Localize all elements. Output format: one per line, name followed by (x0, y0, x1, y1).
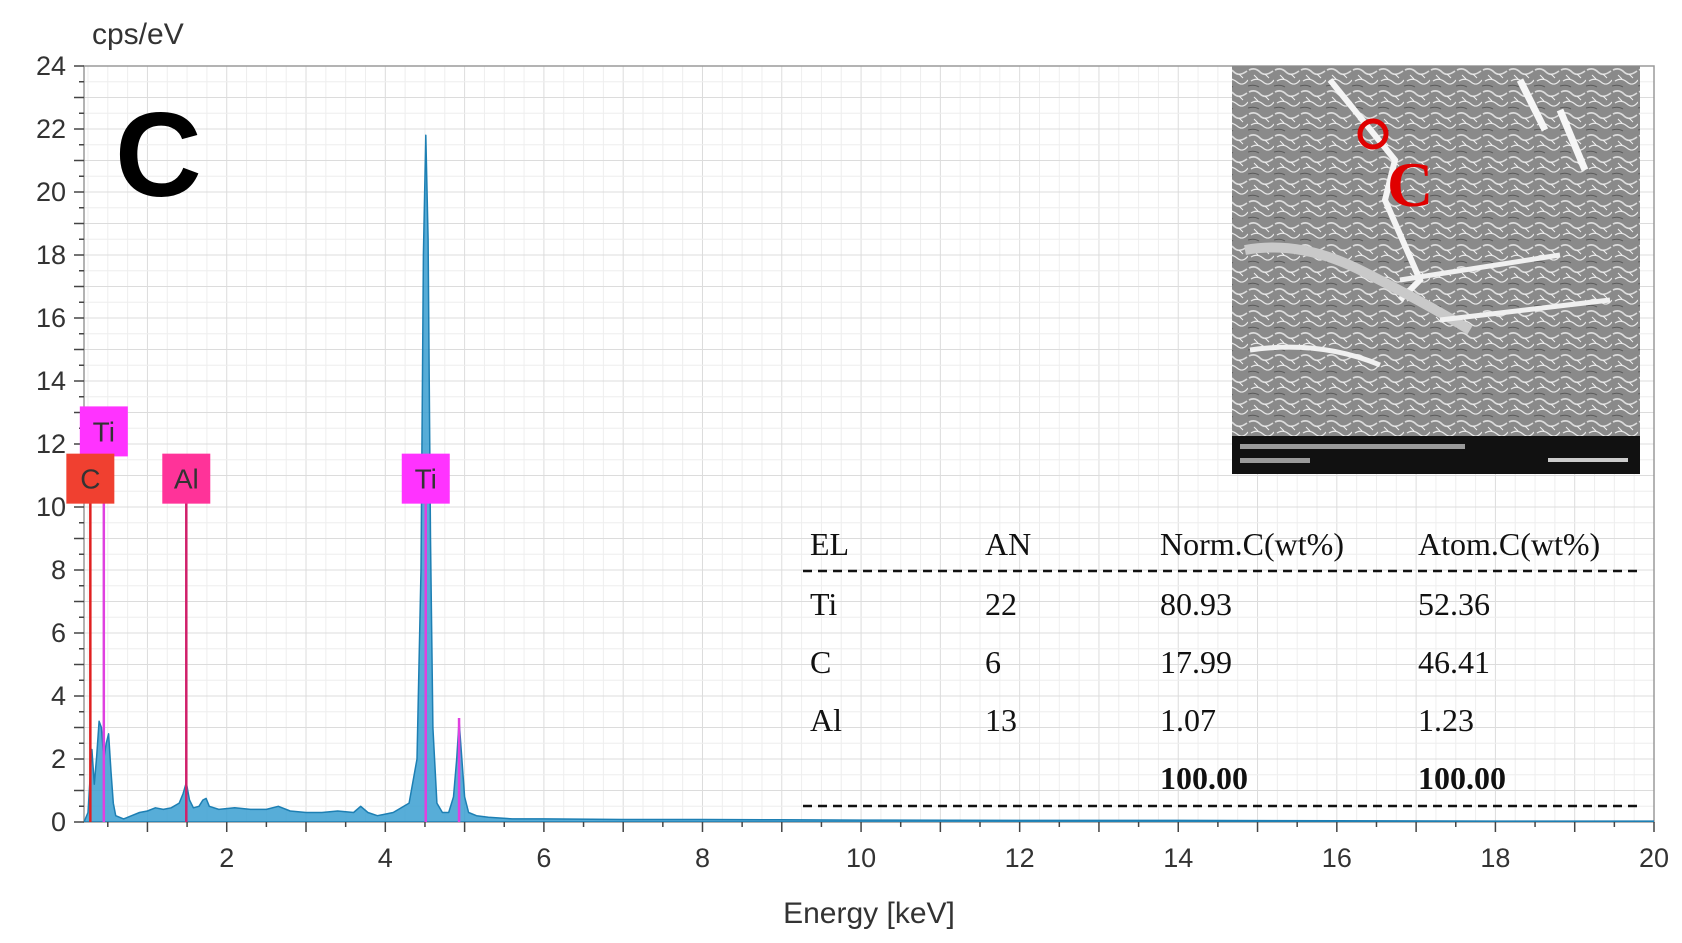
table-header-an: AN (985, 526, 1031, 562)
peak-marker-label: C (80, 464, 100, 495)
x-tick-label: 2 (219, 843, 234, 873)
peak-marker-box (79, 406, 128, 457)
table-cell: 6 (985, 644, 1001, 680)
y-tick-label: 4 (51, 681, 66, 711)
table-cell: 1.07 (1160, 702, 1216, 738)
y-tick-label: 0 (51, 807, 66, 837)
peak-marker-label: Ti (93, 416, 115, 447)
table-cell: 80.93 (1160, 586, 1232, 622)
table-header-norm: Norm.C(wt%) (1160, 526, 1344, 562)
x-tick-label: 12 (1005, 843, 1035, 873)
y-tick-label: 8 (51, 555, 66, 585)
table-total: 100.00 (1418, 760, 1506, 796)
table-cell: C (810, 644, 831, 680)
y-tick-label: 2 (51, 744, 66, 774)
x-axis-title: Energy [keV] (783, 897, 955, 930)
y-tick-label: 10 (36, 492, 66, 522)
y-tick-label: 6 (51, 618, 66, 648)
sem-feature (1327, 78, 1424, 303)
x-tick-label: 8 (695, 843, 710, 873)
peak-marker-box (162, 453, 211, 504)
sem-info-text-block (1240, 458, 1310, 463)
y-tick-label: 20 (36, 177, 66, 207)
table-cell: 1.23 (1418, 702, 1474, 738)
y-axis-title: cps/eV (92, 18, 184, 51)
peak-marker-label: Ti (415, 464, 437, 495)
table-cell: 17.99 (1160, 644, 1232, 680)
analysis-point-marker (1357, 118, 1389, 150)
y-tick-label: 22 (36, 114, 66, 144)
peak-marker-box (401, 453, 450, 504)
sem-image-area (1232, 66, 1640, 474)
x-tick-label: 18 (1480, 843, 1510, 873)
x-tick-label: 16 (1322, 843, 1352, 873)
x-tick-label: 6 (536, 843, 551, 873)
sem-feature (1516, 78, 1589, 172)
y-tick-label: 18 (36, 240, 66, 270)
table-cell: 46.41 (1418, 644, 1490, 680)
sem-inset-image: C (1232, 66, 1640, 474)
table-cell: 13 (985, 702, 1017, 738)
peak-marker-box (66, 453, 115, 504)
sem-info-text-block (1240, 444, 1465, 449)
sem-feature (1244, 242, 1473, 335)
panel-label: C (115, 88, 202, 222)
table-total: 100.00 (1160, 760, 1248, 796)
y-tick-label: 16 (36, 303, 66, 333)
table-cell: 52.36 (1418, 586, 1490, 622)
table-cell: Al (810, 702, 842, 738)
table-header-el: EL (810, 526, 849, 562)
table-header-atom: Atom.C(wt%) (1418, 526, 1600, 562)
table-cell: Ti (810, 586, 837, 622)
table-cell: 22 (985, 586, 1017, 622)
peak-markers: Ti C Al Ti (66, 406, 461, 822)
y-tick-label: 14 (36, 366, 66, 396)
x-tick-label: 10 (846, 843, 876, 873)
sem-info-bar (1232, 436, 1640, 474)
analysis-point-label: C (1387, 149, 1433, 220)
x-tick-label: 20 (1639, 843, 1669, 873)
sem-scale-bar (1548, 458, 1628, 462)
peak-marker-label: Al (174, 464, 199, 495)
composition-table: EL AN Norm.C(wt%) Atom.C(wt%) Ti 22 80.9… (803, 526, 1640, 808)
spectrum-area (84, 134, 1654, 822)
x-tick-label: 4 (378, 843, 393, 873)
x-tick-label: 14 (1163, 843, 1193, 873)
spectrum-series (84, 134, 1654, 822)
sem-feature (1249, 252, 1611, 368)
y-tick-label: 24 (36, 51, 66, 81)
y-tick-label: 12 (36, 429, 66, 459)
